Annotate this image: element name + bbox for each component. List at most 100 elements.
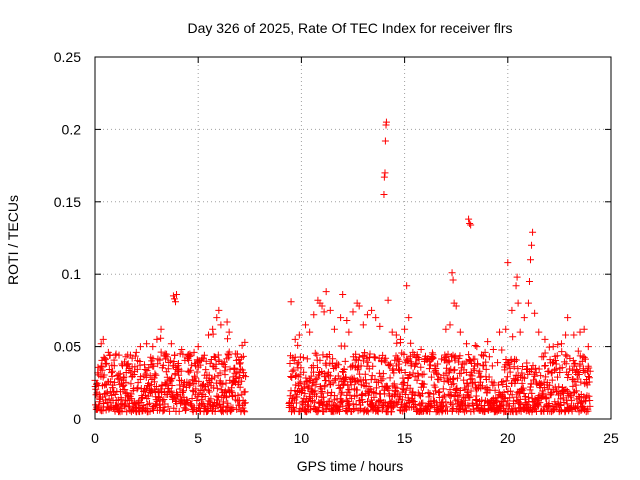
- data-point: [341, 342, 349, 350]
- data-point: [116, 381, 124, 389]
- data-point: [118, 360, 126, 368]
- data-point: [403, 357, 411, 365]
- data-point: [518, 369, 526, 377]
- data-point: [571, 388, 579, 396]
- data-point: [516, 328, 524, 336]
- data-point: [580, 353, 588, 361]
- data-point: [568, 397, 576, 405]
- x-tick-label: 20: [500, 430, 516, 446]
- data-point: [539, 389, 547, 397]
- data-point: [417, 345, 425, 353]
- data-point: [429, 354, 437, 362]
- data-point: [519, 373, 527, 381]
- data-point: [167, 357, 175, 365]
- data-point: [523, 359, 531, 367]
- data-point: [169, 292, 177, 300]
- data-point: [514, 299, 522, 307]
- data-point: [385, 362, 393, 370]
- data-point: [219, 380, 227, 388]
- data-point: [142, 373, 150, 381]
- data-point: [186, 380, 194, 388]
- data-point: [222, 363, 230, 371]
- data-point: [434, 360, 442, 368]
- data-point: [338, 388, 346, 396]
- data-point: [553, 352, 561, 360]
- data-point: [179, 389, 187, 397]
- data-point: [241, 408, 249, 416]
- data-point: [197, 407, 205, 415]
- data-point: [396, 335, 404, 343]
- data-point: [286, 360, 294, 368]
- data-point: [515, 399, 523, 407]
- data-point: [136, 343, 144, 351]
- data-point: [378, 406, 386, 414]
- data-point: [381, 169, 389, 177]
- data-point: [189, 386, 197, 394]
- data-point: [290, 366, 298, 374]
- data-point: [574, 375, 582, 383]
- data-point: [384, 384, 392, 392]
- data-point: [364, 358, 372, 366]
- data-point: [445, 358, 453, 366]
- data-point: [343, 317, 351, 325]
- data-point: [439, 385, 447, 393]
- data-point: [555, 383, 563, 391]
- data-point: [484, 338, 492, 346]
- data-point: [165, 359, 173, 367]
- data-point: [199, 354, 207, 362]
- data-point: [379, 351, 387, 359]
- data-point: [164, 365, 172, 373]
- data-point: [535, 365, 543, 373]
- x-tick-label: 0: [91, 430, 99, 446]
- data-point: [175, 371, 183, 379]
- data-point: [566, 365, 574, 373]
- data-point: [541, 361, 549, 369]
- data-point: [541, 362, 549, 370]
- data-point: [234, 379, 242, 387]
- data-point: [111, 378, 119, 386]
- data-point: [221, 387, 229, 395]
- data-point: [417, 363, 425, 371]
- data-point: [160, 395, 168, 403]
- data-point: [315, 404, 323, 412]
- data-point: [240, 407, 248, 415]
- data-point: [133, 365, 141, 373]
- data-point: [403, 282, 411, 290]
- x-tick-label: 15: [397, 430, 413, 446]
- data-point: [222, 379, 230, 387]
- data-point: [341, 357, 349, 365]
- data-point: [491, 386, 499, 394]
- data-point: [447, 365, 455, 373]
- x-tick-labels: 0 5 10 15 20 25: [91, 430, 619, 446]
- data-point: [353, 386, 361, 394]
- data-point: [460, 376, 468, 384]
- data-point: [470, 407, 478, 415]
- data-point: [291, 335, 299, 343]
- data-point: [536, 399, 544, 407]
- data-point: [295, 379, 303, 387]
- data-point: [316, 356, 324, 364]
- data-point: [382, 118, 390, 126]
- data-point: [211, 373, 219, 381]
- data-point: [161, 379, 169, 387]
- data-point: [320, 373, 328, 381]
- data-point: [184, 351, 192, 359]
- data-point: [122, 353, 130, 361]
- data-point: [235, 360, 243, 368]
- data-point: [149, 343, 157, 351]
- data-point: [97, 340, 105, 348]
- data-point: [325, 377, 333, 385]
- data-point: [185, 368, 193, 376]
- y-tick-label: 0.05: [54, 339, 81, 355]
- data-point: [127, 380, 135, 388]
- data-point: [108, 391, 116, 399]
- data-point: [466, 394, 474, 402]
- data-point: [128, 395, 136, 403]
- data-point: [522, 392, 530, 400]
- data-point: [473, 343, 481, 351]
- data-point: [205, 331, 213, 339]
- data-point: [185, 356, 193, 364]
- data-point: [137, 373, 145, 381]
- data-point: [221, 371, 229, 379]
- data-point: [433, 369, 441, 377]
